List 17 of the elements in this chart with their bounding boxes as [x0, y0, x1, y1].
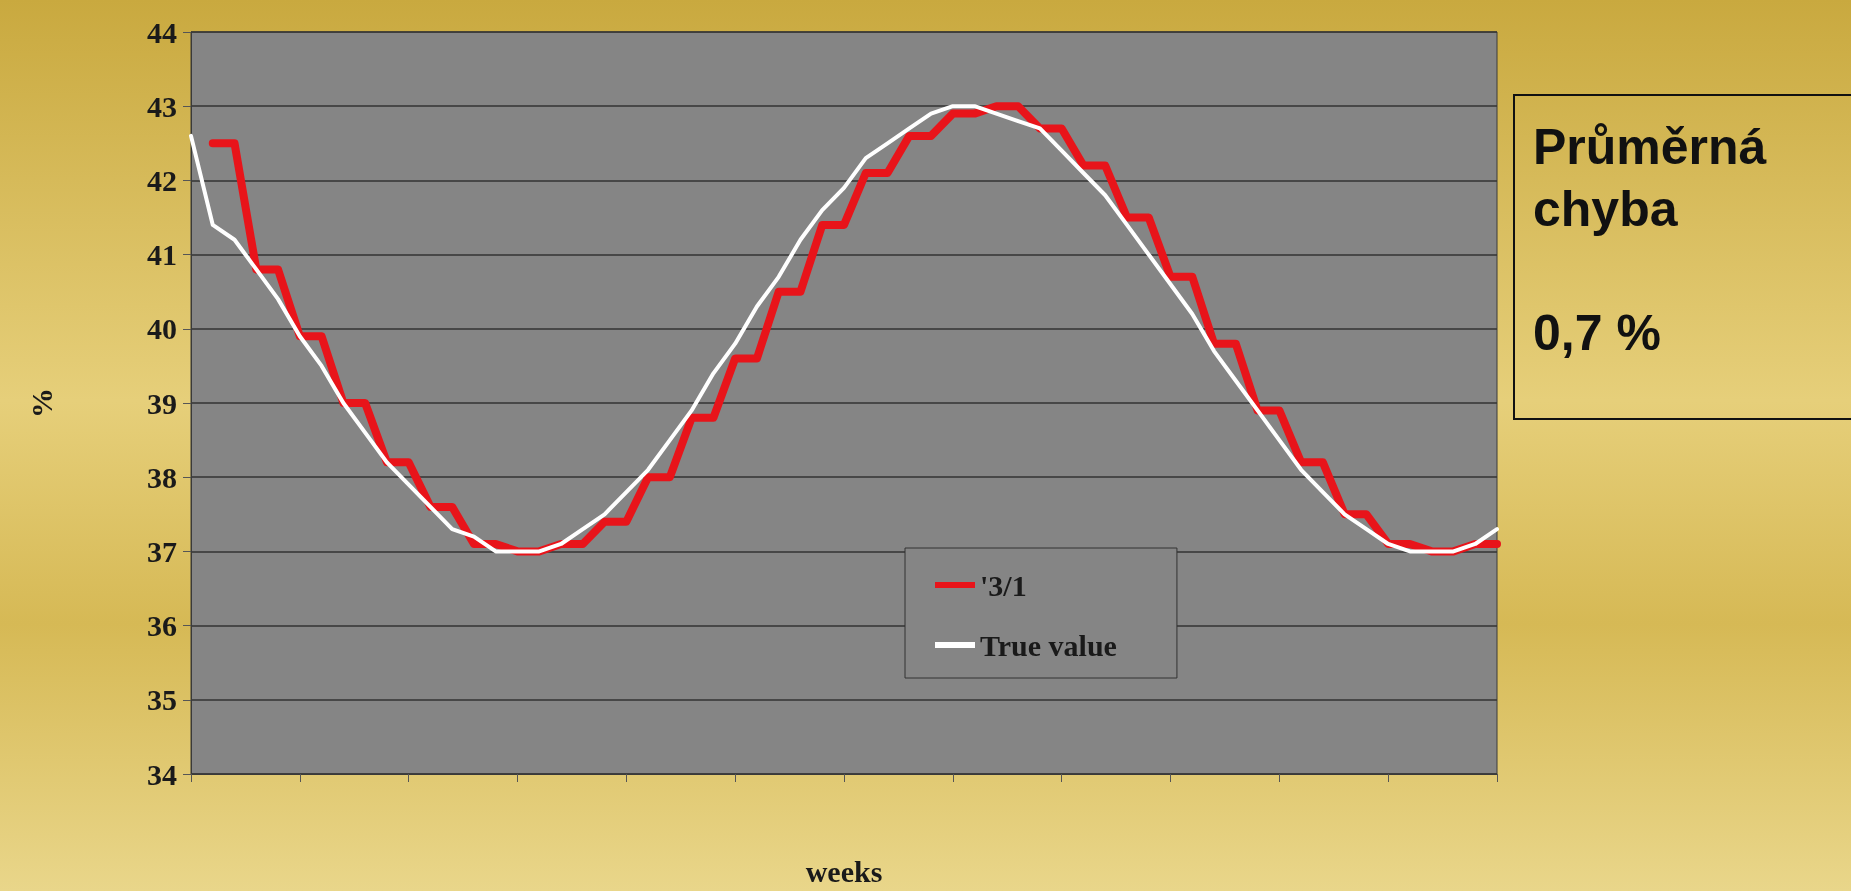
y-axis-title: % [24, 388, 58, 418]
y-tick-label: 41 [147, 238, 177, 272]
text: 0,7 % [1533, 304, 1662, 363]
y-tick-label: 38 [147, 460, 177, 494]
legend-label: True value [980, 628, 1117, 662]
y-tick-label: 39 [147, 386, 177, 420]
legend-label: '3/1 [980, 568, 1027, 602]
y-tick-label: 42 [147, 163, 177, 197]
y-tick-label: 35 [147, 683, 177, 717]
y-tick-label: 37 [147, 534, 177, 568]
text: Průměrná chyba [1533, 118, 1768, 239]
x-axis-title: weeks [805, 854, 883, 888]
y-tick-label: 40 [147, 312, 177, 346]
y-tick-label: 34 [147, 757, 177, 791]
y-tick-label: 44 [147, 15, 177, 49]
y-tick-label: 43 [147, 89, 177, 123]
y-tick-label: 36 [147, 609, 177, 643]
